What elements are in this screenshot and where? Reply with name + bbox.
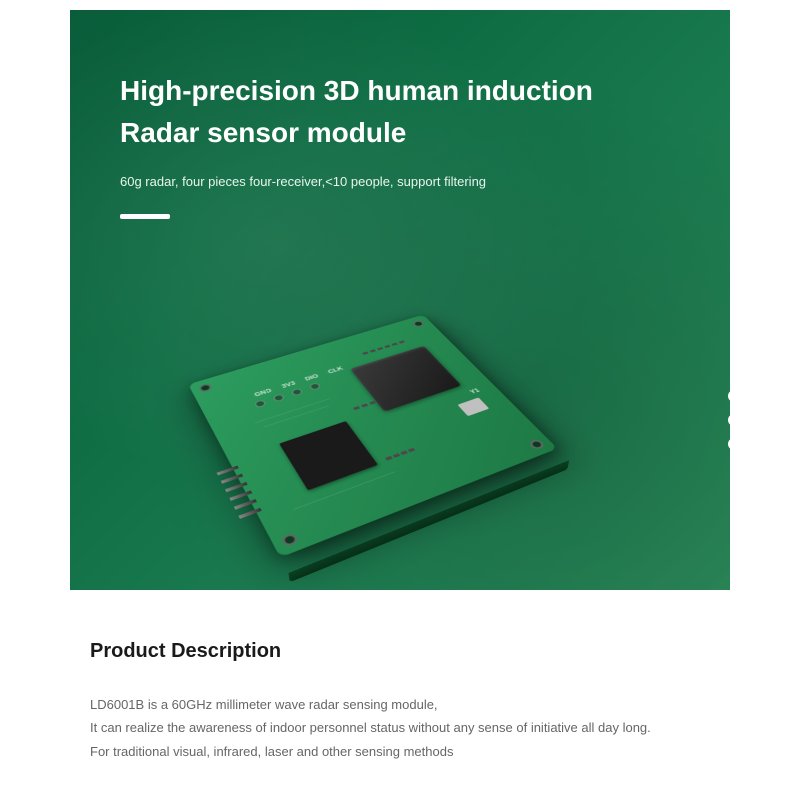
desc-line-3: For traditional visual, infrared, laser … (90, 740, 710, 763)
description-section: Product Description LD6001B is a 60GHz m… (0, 590, 800, 763)
title-line-1: High-precision 3D human induction (120, 70, 680, 112)
hero-content: High-precision 3D human induction Radar … (70, 10, 730, 219)
main-chip (279, 421, 378, 490)
pin (229, 490, 252, 501)
nav-dot-2[interactable] (728, 414, 740, 426)
desc-line-1: LD6001B is a 60GHz millimeter wave radar… (90, 693, 710, 716)
smd-components (353, 401, 376, 410)
label-dio: DIO (304, 373, 320, 382)
pagination-dots (728, 390, 740, 450)
hero-title: High-precision 3D human induction Radar … (120, 70, 680, 154)
pin (225, 482, 248, 492)
pcb-board: GND 3V3 DIO CLK (188, 315, 557, 558)
nav-dot-3[interactable] (728, 438, 740, 450)
mount-hole (528, 439, 546, 451)
nav-dot-1[interactable] (728, 390, 740, 402)
label-y1: Y1 (468, 387, 481, 395)
desc-line-2: It can realize the awareness of indoor p… (90, 716, 710, 739)
mount-hole (411, 320, 425, 328)
label-3v3: 3V3 (280, 380, 296, 389)
pcb-image: GND 3V3 DIO CLK (225, 270, 575, 550)
label-clk: CLK (327, 366, 345, 375)
solder-pad (272, 394, 285, 402)
title-line-2: Radar sensor module (120, 112, 680, 154)
smd-components (385, 448, 415, 461)
description-title: Product Description (90, 640, 710, 663)
mount-hole (280, 532, 299, 547)
description-body: LD6001B is a 60GHz millimeter wave radar… (90, 693, 710, 763)
hero-subtitle: 60g radar, four pieces four-receiver,<10… (120, 174, 680, 189)
small-chip (458, 397, 490, 416)
solder-pad (254, 399, 267, 408)
solder-pad (309, 382, 322, 390)
solder-pad (291, 388, 304, 396)
hero-divider (120, 214, 170, 219)
hero-banner: High-precision 3D human induction Radar … (70, 10, 730, 590)
rf-shield (350, 346, 461, 412)
pcb-trace (293, 471, 395, 510)
mount-hole (198, 383, 213, 393)
